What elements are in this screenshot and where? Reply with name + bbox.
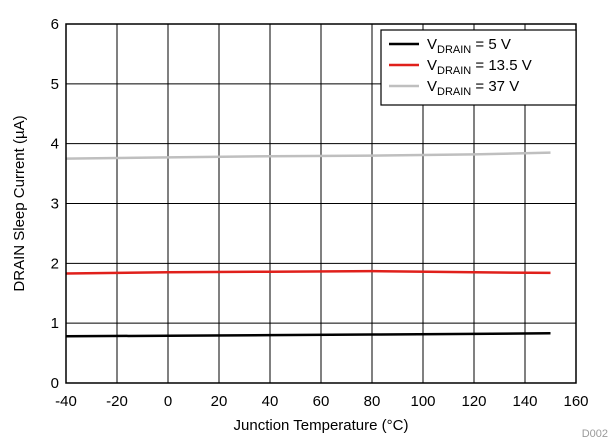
figure-id: D002 [582,428,608,440]
y-tick-label: 6 [51,16,59,33]
series-line [65,332,551,338]
x-tick-label: -20 [106,393,128,410]
y-tick-label: 2 [51,255,59,272]
y-tick-label: 5 [51,76,59,93]
x-tick-label: 60 [313,393,330,410]
legend-label: VDRAIN = 37 V [427,78,519,98]
series-line [65,151,551,160]
y-tick-label: 1 [51,315,59,332]
x-tick-label: -40 [55,393,77,410]
x-tick-label: 120 [461,393,486,410]
y-tick-label: 3 [51,196,59,213]
y-tick-label: 0 [51,375,59,392]
y-tick-label: 4 [51,136,59,153]
legend-label: VDRAIN = 5 V [427,36,511,56]
legend-label: VDRAIN = 13.5 V [427,57,532,77]
x-tick-label: 100 [410,393,435,410]
x-tick-label: 160 [563,393,588,410]
legend-box [380,29,577,106]
plot-frame [65,23,577,384]
x-tick-label: 0 [164,393,172,410]
tick-labels: -40 -20 0 20 40 60 80 100 120 140 160 0 1 2 3 4 5 6 [51,16,589,410]
x-tick-label: 140 [512,393,537,410]
x-tick-label: 80 [364,393,381,410]
x-tick-label: 20 [211,393,228,410]
x-tick-label: 40 [262,393,279,410]
x-axis-title: Junction Temperature (°C) [234,417,409,434]
series-line [65,269,551,275]
series-lines [65,151,551,338]
y-axis-title: DRAIN Sleep Current (µA) [11,115,28,291]
